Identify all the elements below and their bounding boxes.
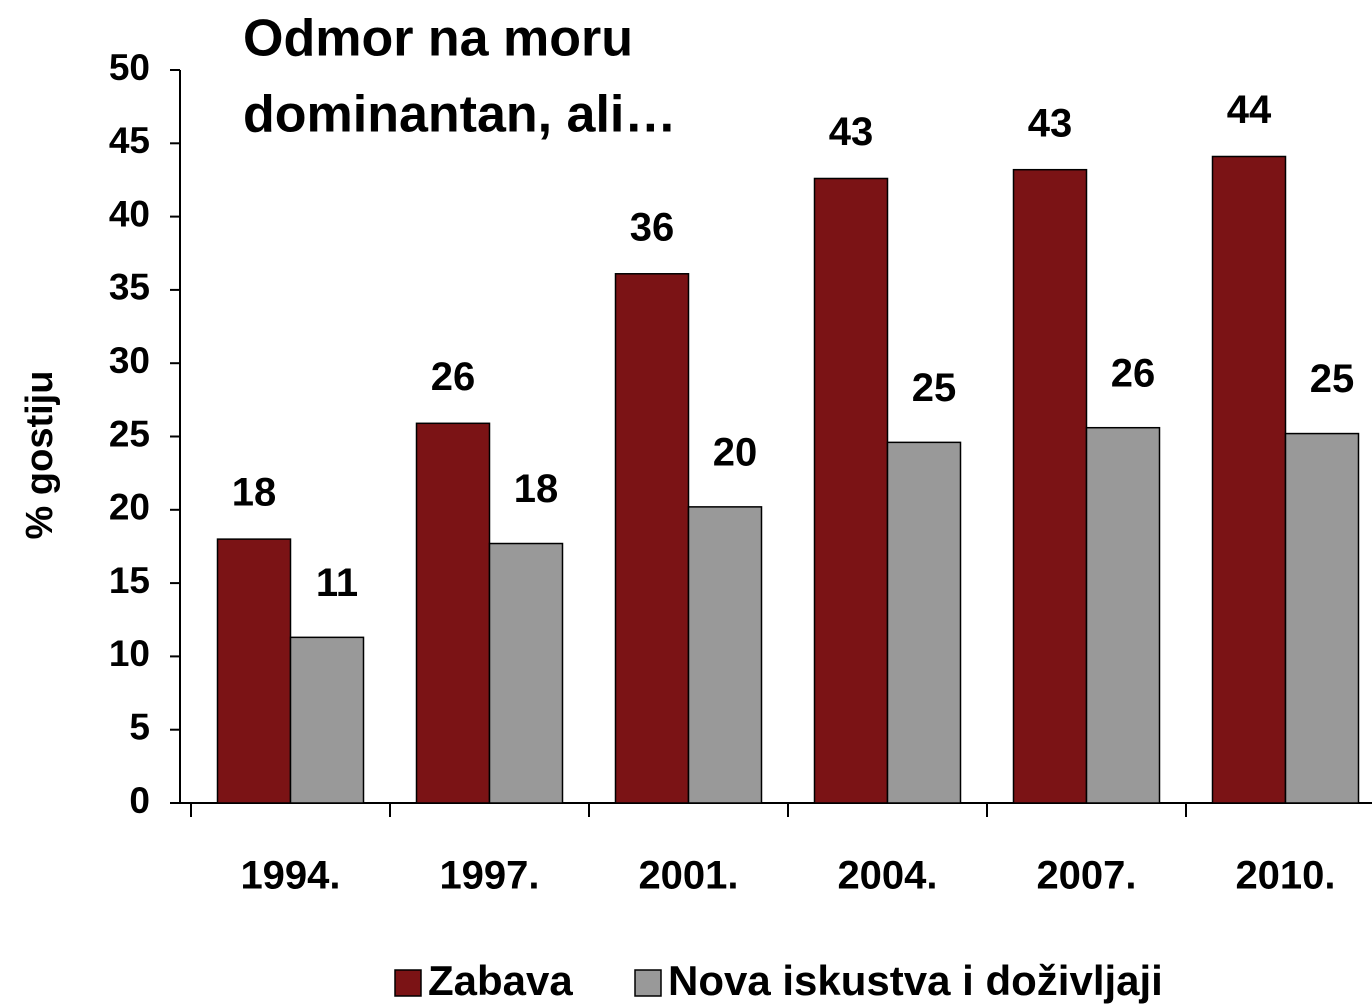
y-tick-label: 15 xyxy=(109,560,150,601)
x-tick-label: 2004. xyxy=(837,854,937,898)
value-label: 18 xyxy=(514,467,559,511)
bar xyxy=(614,273,690,804)
bar xyxy=(1211,155,1287,804)
legend-label: Nova iskustva i doživljaji xyxy=(668,957,1163,1004)
value-label: 25 xyxy=(1310,357,1355,401)
y-tick-label: 45 xyxy=(109,120,150,161)
y-tick-label: 30 xyxy=(109,340,150,381)
y-tick-label: 0 xyxy=(129,780,150,821)
x-tick-label: 1994. xyxy=(240,854,340,898)
chart-title: dominantan, ali… xyxy=(243,86,676,144)
value-label: 36 xyxy=(630,205,675,249)
y-tick-label: 35 xyxy=(109,267,150,308)
y-tick-label: 50 xyxy=(109,47,150,88)
y-tick-label: 10 xyxy=(109,633,150,674)
x-tick-label: 2007. xyxy=(1036,854,1136,898)
value-label: 18 xyxy=(232,471,277,515)
x-tick-label: 1997. xyxy=(439,854,539,898)
x-tick-label: 2010. xyxy=(1235,854,1335,898)
value-label: 25 xyxy=(912,366,957,410)
bar xyxy=(1284,432,1360,804)
value-label: 11 xyxy=(316,561,358,605)
y-tick-label: 25 xyxy=(109,413,150,454)
value-label: 44 xyxy=(1227,88,1272,132)
value-label: 26 xyxy=(431,355,476,399)
y-tick-label: 20 xyxy=(109,487,150,528)
legend-swatch xyxy=(634,969,662,997)
y-tick-label: 5 xyxy=(129,706,150,747)
bar xyxy=(813,177,889,804)
bar xyxy=(488,542,564,804)
bar xyxy=(687,506,763,804)
bar xyxy=(1085,426,1161,804)
bar xyxy=(415,422,491,804)
y-tick-label: 40 xyxy=(109,193,150,234)
value-label: 43 xyxy=(1028,101,1073,145)
x-tick-label: 2001. xyxy=(638,854,738,898)
value-label: 20 xyxy=(713,430,758,474)
legend-label: Zabava xyxy=(428,957,573,1004)
chart-title: Odmor na moru xyxy=(243,10,633,68)
bar xyxy=(216,538,292,804)
legend-swatch xyxy=(394,969,422,997)
bar xyxy=(886,441,962,804)
bar xyxy=(289,636,365,804)
bar xyxy=(1012,168,1088,804)
value-label: 26 xyxy=(1111,351,1156,395)
value-label: 43 xyxy=(829,110,874,154)
y-axis-label: % gostiju xyxy=(19,371,61,540)
